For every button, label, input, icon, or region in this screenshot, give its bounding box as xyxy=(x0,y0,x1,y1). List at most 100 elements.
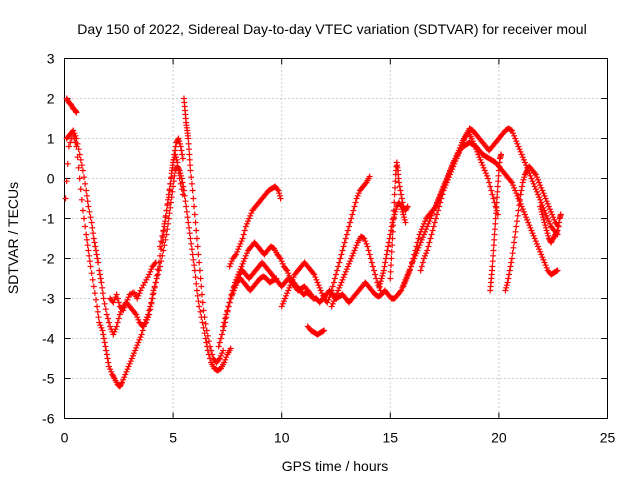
data-point xyxy=(495,172,502,179)
data-point xyxy=(186,146,193,153)
data-point xyxy=(192,219,199,226)
data-point xyxy=(411,251,418,258)
data-point xyxy=(527,224,534,231)
data-point xyxy=(185,219,192,226)
data-point xyxy=(116,311,123,318)
data-point xyxy=(460,139,467,146)
data-point xyxy=(114,295,121,302)
data-point xyxy=(340,274,347,281)
data-point xyxy=(199,319,206,326)
x-tick-label: 0 xyxy=(61,430,69,446)
data-point xyxy=(308,291,315,298)
data-point xyxy=(390,222,397,229)
data-point xyxy=(541,192,548,199)
data-point xyxy=(248,210,255,217)
data-point xyxy=(193,235,200,242)
data-point xyxy=(238,238,245,245)
data-point xyxy=(191,203,198,210)
data-point xyxy=(363,240,370,247)
data-point xyxy=(185,140,192,147)
data-point xyxy=(510,182,517,189)
data-point xyxy=(233,251,240,258)
data-point xyxy=(419,259,426,266)
data-point xyxy=(276,254,283,261)
data-point xyxy=(190,256,197,263)
data-point xyxy=(123,368,130,375)
data-point xyxy=(545,218,552,225)
data-point xyxy=(389,242,396,249)
data-point xyxy=(74,140,81,147)
chart-title: Day 150 of 2022, Sidereal Day-to-day VTE… xyxy=(77,21,586,37)
data-point xyxy=(103,347,110,354)
data-point xyxy=(155,267,162,274)
data-point xyxy=(536,179,543,186)
data-point xyxy=(483,172,490,179)
data-point xyxy=(196,267,203,274)
data-point xyxy=(196,259,203,266)
data-point xyxy=(428,231,435,238)
data-point xyxy=(401,214,408,221)
data-point xyxy=(437,199,444,206)
data-point xyxy=(391,191,398,198)
data-point xyxy=(540,190,547,197)
series-track-12 xyxy=(278,173,373,310)
data-point xyxy=(86,252,93,259)
data-point xyxy=(145,314,152,321)
data-point xyxy=(514,218,520,225)
data-point xyxy=(216,355,223,362)
data-point xyxy=(238,263,245,270)
data-point xyxy=(422,218,429,225)
data-point xyxy=(439,191,446,198)
data-point xyxy=(431,219,438,226)
data-point xyxy=(327,291,334,298)
data-point xyxy=(137,334,144,341)
data-point xyxy=(183,203,190,210)
data-point xyxy=(416,231,423,238)
data-point xyxy=(62,195,69,202)
data-point xyxy=(123,299,130,306)
data-point xyxy=(157,252,164,259)
y-tick-label: -1 xyxy=(42,211,55,227)
data-point xyxy=(493,210,500,217)
data-point xyxy=(113,291,120,298)
data-point xyxy=(114,319,121,326)
data-point xyxy=(337,282,344,289)
data-point xyxy=(545,232,552,239)
data-point xyxy=(120,307,127,314)
data-point xyxy=(179,151,186,158)
data-point xyxy=(341,271,348,278)
data-point xyxy=(521,174,528,181)
data-point xyxy=(216,339,223,346)
data-point xyxy=(338,279,345,286)
data-point xyxy=(351,247,358,254)
data-point xyxy=(103,351,110,358)
data-point xyxy=(495,178,502,185)
data-point xyxy=(132,347,139,354)
data-point xyxy=(71,130,78,137)
data-point xyxy=(366,251,373,258)
data-point xyxy=(510,130,517,137)
data-point xyxy=(149,295,156,302)
data-point xyxy=(99,290,106,297)
data-point xyxy=(125,294,132,301)
data-point xyxy=(168,174,175,181)
data-point xyxy=(111,296,118,303)
data-point xyxy=(412,247,419,254)
data-point xyxy=(399,284,406,291)
series-track-10 xyxy=(224,273,280,314)
data-point xyxy=(272,276,279,283)
x-tick-label: 10 xyxy=(274,430,290,446)
data-point xyxy=(330,279,337,286)
data-point xyxy=(385,243,392,250)
data-point xyxy=(339,276,346,283)
data-point xyxy=(103,311,110,318)
data-point xyxy=(389,235,396,242)
data-point xyxy=(196,303,203,310)
data-point xyxy=(349,252,356,259)
data-point xyxy=(281,295,288,302)
data-point xyxy=(517,148,524,155)
data-point xyxy=(489,258,496,265)
data-point xyxy=(515,143,522,150)
data-point xyxy=(329,300,336,307)
